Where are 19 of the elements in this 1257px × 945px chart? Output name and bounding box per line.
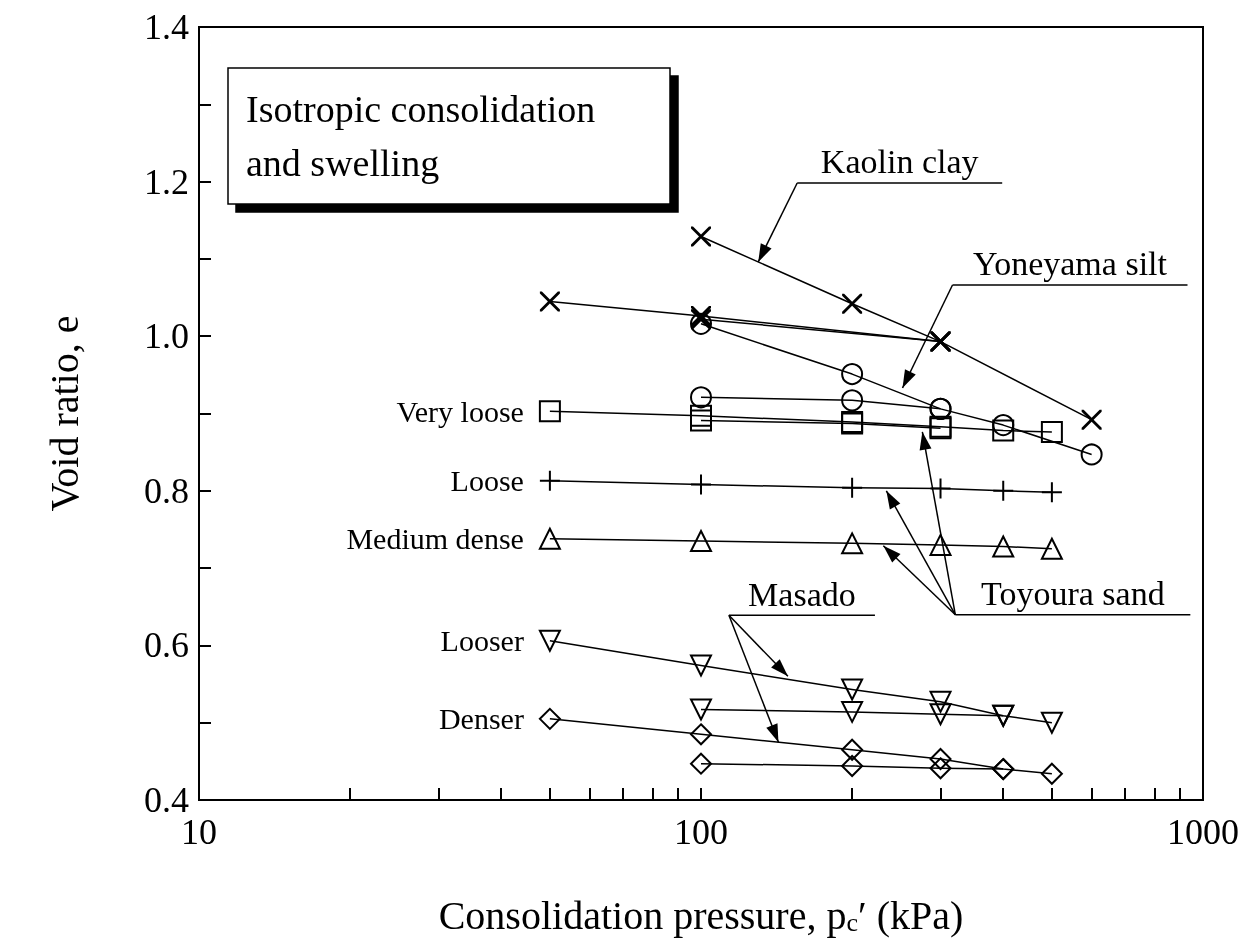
annotation: Toyoura sand <box>981 575 1165 613</box>
annotation: Yoneyama silt <box>973 245 1168 283</box>
y-tick-label: 0.6 <box>144 625 189 666</box>
annotation: Looser <box>440 624 524 658</box>
y-tick-label: 1.4 <box>144 7 189 47</box>
annotation: Very loose <box>396 394 524 428</box>
annotation: Medium dense <box>346 522 524 556</box>
annotation: Kaolin clay <box>820 143 979 181</box>
y-tick-label: 1.2 <box>144 161 189 202</box>
annotation: Denser <box>438 702 524 736</box>
y-tick-label: 1.0 <box>144 316 189 357</box>
y-axis-title: Void ratio, e <box>41 315 87 512</box>
annotation: Loose <box>450 464 524 498</box>
annotation: Masado <box>748 575 856 613</box>
text: Isotropic consolidation and swelling <box>246 88 605 184</box>
x-tick-label: 100 <box>674 812 728 852</box>
x-axis-title: Consolidation pressure, pc′ (kPa) <box>438 892 964 938</box>
x-tick-label: 1000 <box>1167 812 1239 852</box>
y-tick-label: 0.8 <box>144 470 189 511</box>
